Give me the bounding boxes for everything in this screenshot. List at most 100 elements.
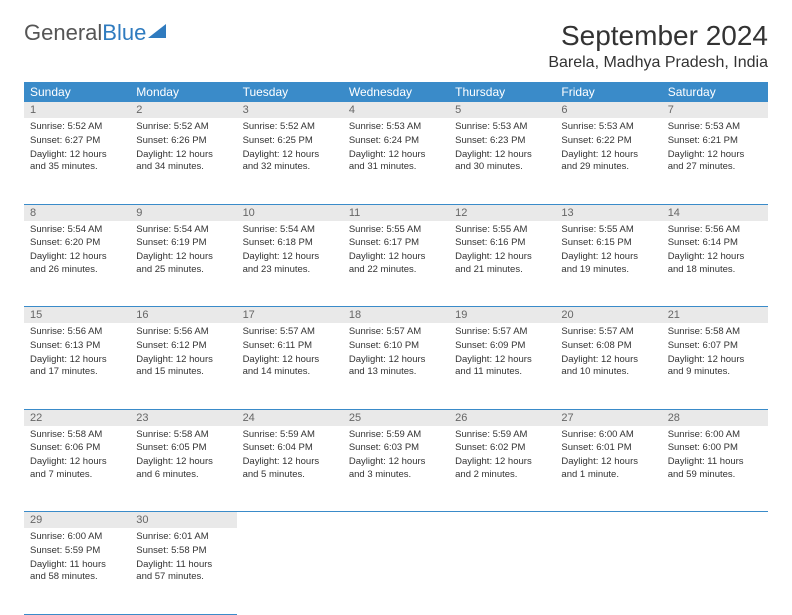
daylight-text: Daylight: 12 hours and 22 minutes.	[349, 251, 443, 277]
sunset-text: Sunset: 5:58 PM	[136, 545, 230, 558]
sunrise-text: Sunrise: 5:58 AM	[136, 429, 230, 442]
day-number-cell: 29	[24, 512, 130, 529]
sunrise-text: Sunrise: 5:53 AM	[668, 121, 762, 134]
sunset-text: Sunset: 6:17 PM	[349, 237, 443, 250]
sunset-text: Sunset: 6:11 PM	[243, 340, 337, 353]
sunset-text: Sunset: 6:09 PM	[455, 340, 549, 353]
daylight-text: Daylight: 12 hours and 35 minutes.	[30, 149, 124, 175]
day-number-cell: 27	[555, 409, 661, 426]
day-body-cell: Sunrise: 5:57 AMSunset: 6:11 PMDaylight:…	[237, 323, 343, 409]
sunset-text: Sunset: 6:04 PM	[243, 442, 337, 455]
daylight-text: Daylight: 11 hours and 58 minutes.	[30, 559, 124, 585]
day-number-cell	[449, 512, 555, 529]
day-number-cell: 4	[343, 102, 449, 118]
brand-logo: GeneralBlue	[24, 20, 166, 46]
daylight-text: Daylight: 12 hours and 32 minutes.	[243, 149, 337, 175]
day-body-cell: Sunrise: 5:54 AMSunset: 6:20 PMDaylight:…	[24, 221, 130, 307]
sunrise-text: Sunrise: 5:57 AM	[455, 326, 549, 339]
day-body-cell: Sunrise: 5:57 AMSunset: 6:08 PMDaylight:…	[555, 323, 661, 409]
day-number-cell: 13	[555, 204, 661, 221]
day-body-cell: Sunrise: 6:00 AMSunset: 6:00 PMDaylight:…	[662, 426, 768, 512]
sunrise-text: Sunrise: 5:57 AM	[561, 326, 655, 339]
sunrise-text: Sunrise: 5:55 AM	[561, 224, 655, 237]
sunset-text: Sunset: 6:16 PM	[455, 237, 549, 250]
daylight-text: Daylight: 12 hours and 6 minutes.	[136, 456, 230, 482]
daylight-text: Daylight: 11 hours and 57 minutes.	[136, 559, 230, 585]
day-number-cell: 30	[130, 512, 236, 529]
daylight-text: Daylight: 12 hours and 10 minutes.	[561, 354, 655, 380]
day-body-cell: Sunrise: 5:53 AMSunset: 6:24 PMDaylight:…	[343, 118, 449, 204]
weekday-header: Sunday	[24, 82, 130, 102]
daylight-text: Daylight: 12 hours and 7 minutes.	[30, 456, 124, 482]
day-number-cell: 6	[555, 102, 661, 118]
day-body-cell	[662, 528, 768, 614]
sunrise-text: Sunrise: 5:56 AM	[136, 326, 230, 339]
sunrise-text: Sunrise: 5:58 AM	[30, 429, 124, 442]
day-body-row: Sunrise: 5:56 AMSunset: 6:13 PMDaylight:…	[24, 323, 768, 409]
sunrise-text: Sunrise: 5:52 AM	[136, 121, 230, 134]
daylight-text: Daylight: 12 hours and 30 minutes.	[455, 149, 549, 175]
sunrise-text: Sunrise: 5:55 AM	[455, 224, 549, 237]
sunrise-text: Sunrise: 6:00 AM	[668, 429, 762, 442]
day-body-cell: Sunrise: 5:59 AMSunset: 6:04 PMDaylight:…	[237, 426, 343, 512]
month-title: September 2024	[548, 20, 768, 52]
sunset-text: Sunset: 6:18 PM	[243, 237, 337, 250]
sunrise-text: Sunrise: 6:01 AM	[136, 531, 230, 544]
sunrise-text: Sunrise: 5:56 AM	[668, 224, 762, 237]
day-number-row: 1234567	[24, 102, 768, 118]
brand-part2: Blue	[102, 20, 146, 46]
day-body-cell: Sunrise: 5:59 AMSunset: 6:03 PMDaylight:…	[343, 426, 449, 512]
sunrise-text: Sunrise: 5:59 AM	[455, 429, 549, 442]
day-body-cell	[555, 528, 661, 614]
day-body-cell	[449, 528, 555, 614]
day-number-cell: 20	[555, 307, 661, 324]
day-number-cell: 1	[24, 102, 130, 118]
day-number-row: 15161718192021	[24, 307, 768, 324]
daylight-text: Daylight: 12 hours and 2 minutes.	[455, 456, 549, 482]
day-body-cell: Sunrise: 6:00 AMSunset: 6:01 PMDaylight:…	[555, 426, 661, 512]
day-number-cell	[343, 512, 449, 529]
weekday-header: Friday	[555, 82, 661, 102]
day-number-cell: 26	[449, 409, 555, 426]
day-body-row: Sunrise: 5:52 AMSunset: 6:27 PMDaylight:…	[24, 118, 768, 204]
sunset-text: Sunset: 6:22 PM	[561, 135, 655, 148]
sunset-text: Sunset: 6:19 PM	[136, 237, 230, 250]
day-body-cell: Sunrise: 5:53 AMSunset: 6:23 PMDaylight:…	[449, 118, 555, 204]
daylight-text: Daylight: 12 hours and 1 minute.	[561, 456, 655, 482]
day-body-cell	[343, 528, 449, 614]
sunset-text: Sunset: 6:20 PM	[30, 237, 124, 250]
weekday-header: Thursday	[449, 82, 555, 102]
day-number-row: 891011121314	[24, 204, 768, 221]
daylight-text: Daylight: 12 hours and 21 minutes.	[455, 251, 549, 277]
day-number-cell: 5	[449, 102, 555, 118]
brand-part1: General	[24, 20, 102, 46]
day-body-row: Sunrise: 6:00 AMSunset: 5:59 PMDaylight:…	[24, 528, 768, 614]
day-body-cell: Sunrise: 5:53 AMSunset: 6:21 PMDaylight:…	[662, 118, 768, 204]
sunrise-text: Sunrise: 5:53 AM	[455, 121, 549, 134]
daylight-text: Daylight: 12 hours and 31 minutes.	[349, 149, 443, 175]
sunrise-text: Sunrise: 5:55 AM	[349, 224, 443, 237]
sunset-text: Sunset: 6:27 PM	[30, 135, 124, 148]
daylight-text: Daylight: 11 hours and 59 minutes.	[668, 456, 762, 482]
day-number-cell: 18	[343, 307, 449, 324]
sunset-text: Sunset: 6:10 PM	[349, 340, 443, 353]
day-body-cell	[237, 528, 343, 614]
day-body-cell: Sunrise: 5:56 AMSunset: 6:12 PMDaylight:…	[130, 323, 236, 409]
sunrise-text: Sunrise: 5:59 AM	[349, 429, 443, 442]
day-body-cell: Sunrise: 5:57 AMSunset: 6:09 PMDaylight:…	[449, 323, 555, 409]
day-body-cell: Sunrise: 5:55 AMSunset: 6:16 PMDaylight:…	[449, 221, 555, 307]
day-number-cell	[555, 512, 661, 529]
day-number-cell: 3	[237, 102, 343, 118]
sunset-text: Sunset: 6:15 PM	[561, 237, 655, 250]
sunset-text: Sunset: 6:07 PM	[668, 340, 762, 353]
daylight-text: Daylight: 12 hours and 5 minutes.	[243, 456, 337, 482]
day-number-cell	[662, 512, 768, 529]
daylight-text: Daylight: 12 hours and 23 minutes.	[243, 251, 337, 277]
daylight-text: Daylight: 12 hours and 25 minutes.	[136, 251, 230, 277]
daylight-text: Daylight: 12 hours and 17 minutes.	[30, 354, 124, 380]
calendar-table: Sunday Monday Tuesday Wednesday Thursday…	[24, 82, 768, 615]
sunrise-text: Sunrise: 5:58 AM	[668, 326, 762, 339]
sunset-text: Sunset: 6:06 PM	[30, 442, 124, 455]
sunset-text: Sunset: 6:13 PM	[30, 340, 124, 353]
day-body-cell: Sunrise: 5:58 AMSunset: 6:06 PMDaylight:…	[24, 426, 130, 512]
